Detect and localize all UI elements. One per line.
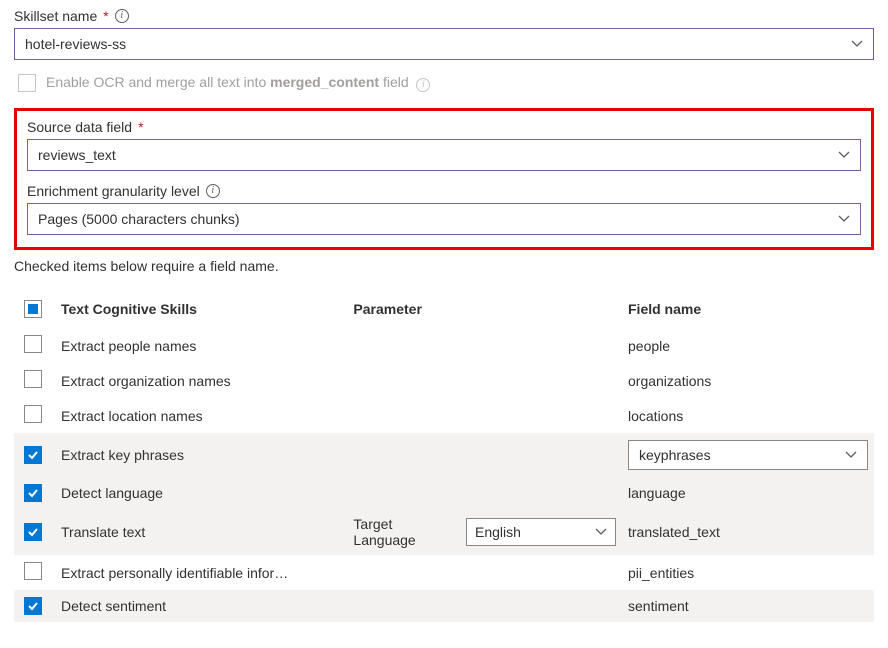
chevron-down-icon <box>838 149 850 161</box>
field-name-value: locations <box>628 408 683 424</box>
skill-label: Extract organization names <box>61 373 341 389</box>
table-row: Extract people names people <box>14 328 874 363</box>
enable-ocr-checkbox <box>18 74 36 92</box>
skill-label: Detect language <box>61 485 341 501</box>
skill-checkbox[interactable] <box>24 405 42 423</box>
granularity-label-text: Enrichment granularity level <box>27 183 200 199</box>
skill-checkbox[interactable] <box>24 446 42 464</box>
enable-ocr-label-field: merged_content <box>270 74 379 90</box>
table-row: Detect language language <box>14 477 874 509</box>
source-data-field-value: reviews_text <box>38 147 116 163</box>
skillset-name-label-text: Skillset name <box>14 8 97 24</box>
skill-checkbox[interactable] <box>24 562 42 580</box>
field-name-value: pii_entities <box>628 565 694 581</box>
required-asterisk: * <box>138 119 143 135</box>
field-name-value: keyphrases <box>639 447 711 463</box>
select-all-checkbox[interactable] <box>24 300 42 318</box>
field-name-value: people <box>628 338 670 354</box>
skill-label: Extract location names <box>61 408 341 424</box>
source-data-field-select[interactable]: reviews_text <box>27 139 861 171</box>
skills-table: Text Cognitive Skills Parameter Field na… <box>14 292 874 622</box>
table-row: Extract location names locations <box>14 398 874 433</box>
highlight-box: Source data field * reviews_text Enrichm… <box>14 108 874 250</box>
skill-checkbox[interactable] <box>24 484 42 502</box>
chevron-down-icon <box>851 38 863 50</box>
field-name-value: language <box>628 485 686 501</box>
hint-text: Checked items below require a field name… <box>14 258 874 274</box>
enable-ocr-label-suffix: field <box>383 74 409 90</box>
info-icon[interactable]: i <box>206 184 220 198</box>
granularity-select[interactable]: Pages (5000 characters chunks) <box>27 203 861 235</box>
source-data-field-label-text: Source data field <box>27 119 132 135</box>
header-param: Parameter <box>347 292 622 328</box>
skill-checkbox[interactable] <box>24 523 42 541</box>
source-data-field-label: Source data field * <box>27 119 861 135</box>
granularity-label: Enrichment granularity level i <box>27 183 861 199</box>
required-asterisk: * <box>103 8 108 24</box>
field-name-value: organizations <box>628 373 711 389</box>
skill-label: Extract key phrases <box>61 447 341 463</box>
table-row: Extract key phrases keyphrases <box>14 433 874 477</box>
table-row: Extract personally identifiable infor… pi… <box>14 555 874 590</box>
table-row: Detect sentiment sentiment <box>14 590 874 622</box>
granularity-value: Pages (5000 characters chunks) <box>38 211 240 227</box>
skill-label: Extract people names <box>61 338 341 354</box>
field-name-value: translated_text <box>628 524 720 540</box>
enable-ocr-row: Enable OCR and merge all text into merge… <box>18 74 874 92</box>
target-language-select[interactable]: English <box>466 518 616 546</box>
skill-checkbox[interactable] <box>24 335 42 353</box>
header-field: Field name <box>622 292 874 328</box>
info-icon[interactable]: i <box>115 9 129 23</box>
chevron-down-icon <box>838 213 850 225</box>
enable-ocr-label: Enable OCR and merge all text into merge… <box>46 74 430 92</box>
skill-label: Translate text <box>61 524 341 540</box>
skillset-name-value: hotel-reviews-ss <box>25 36 126 52</box>
header-skill: Text Cognitive Skills <box>55 292 347 328</box>
skill-label: Extract personally identifiable infor… <box>61 565 341 581</box>
skillset-name-label: Skillset name * i <box>14 8 874 24</box>
info-icon: i <box>416 78 430 92</box>
skill-checkbox[interactable] <box>24 597 42 615</box>
enable-ocr-label-prefix: Enable OCR and merge all text into <box>46 74 266 90</box>
table-row: Translate text Target Language English tran… <box>14 509 874 555</box>
target-language-value: English <box>475 524 521 540</box>
table-row: Extract organization names organizations <box>14 363 874 398</box>
skill-checkbox[interactable] <box>24 370 42 388</box>
param-label: Target Language <box>353 516 454 548</box>
field-name-value: sentiment <box>628 598 689 614</box>
skill-label: Detect sentiment <box>61 598 341 614</box>
field-name-select[interactable]: keyphrases <box>628 440 868 470</box>
skillset-name-select[interactable]: hotel-reviews-ss <box>14 28 874 60</box>
